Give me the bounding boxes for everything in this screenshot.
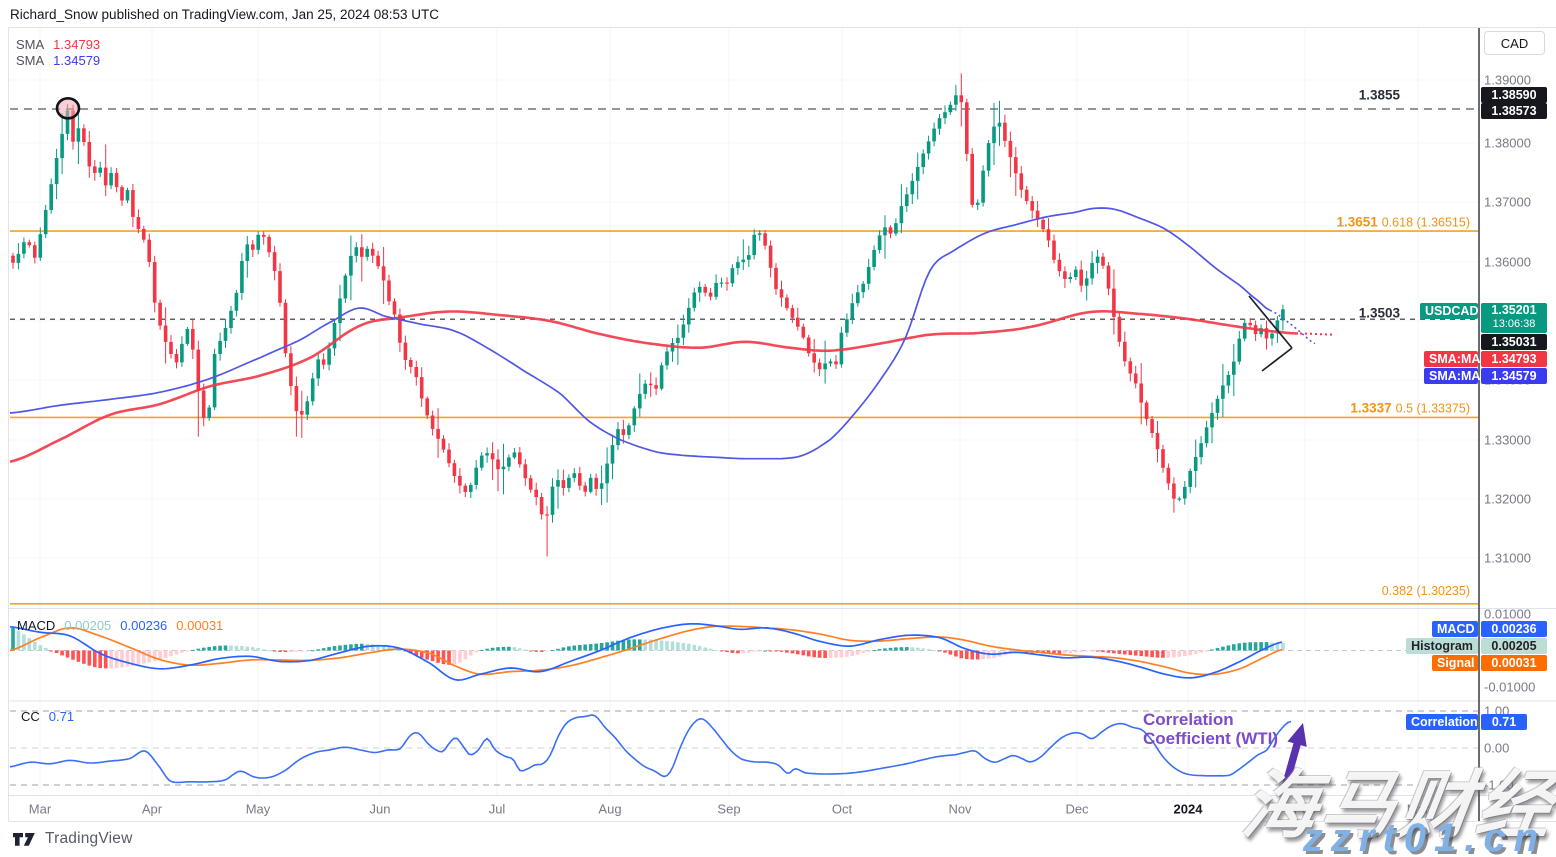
cc-value: 0.71 <box>48 709 75 724</box>
macd-histogram-value: 0.00205 <box>64 618 112 633</box>
sma1-value: 1.34793 <box>53 37 101 52</box>
sma2-label: SMA <box>16 53 45 68</box>
macd-line-value: 0.00236 <box>120 618 168 633</box>
publish-title: Richard_Snow published on TradingView.co… <box>10 7 440 22</box>
tradingview-logo-icon <box>13 832 35 846</box>
tradingview-logo-text: TradingView <box>45 830 133 847</box>
sma2-value: 1.34579 <box>53 53 101 68</box>
currency-button[interactable]: CAD <box>1484 31 1545 55</box>
cc-label: CC <box>21 709 40 724</box>
correlation-annotation: Correlation Coefficient (WTI) <box>1143 710 1278 748</box>
macd-label: MACD <box>17 618 56 633</box>
sma1-legend[interactable]: SMA 1.34793 <box>16 37 100 52</box>
tradingview-footer[interactable]: TradingView <box>13 830 133 848</box>
macd-signal-value: 0.00031 <box>176 618 224 633</box>
correlation-annotation-line2: Coefficient (WTI) <box>1143 729 1279 748</box>
sma1-label: SMA <box>16 37 45 52</box>
watermark-site: zzrt01.cn <box>1302 816 1546 857</box>
cc-legend[interactable]: CC 0.71 <box>21 709 74 724</box>
sma2-legend[interactable]: SMA 1.34579 <box>16 53 100 68</box>
correlation-annotation-line1: Correlation <box>1143 710 1234 729</box>
macd-legend[interactable]: MACD 0.00205 0.00236 0.00031 <box>17 618 223 633</box>
